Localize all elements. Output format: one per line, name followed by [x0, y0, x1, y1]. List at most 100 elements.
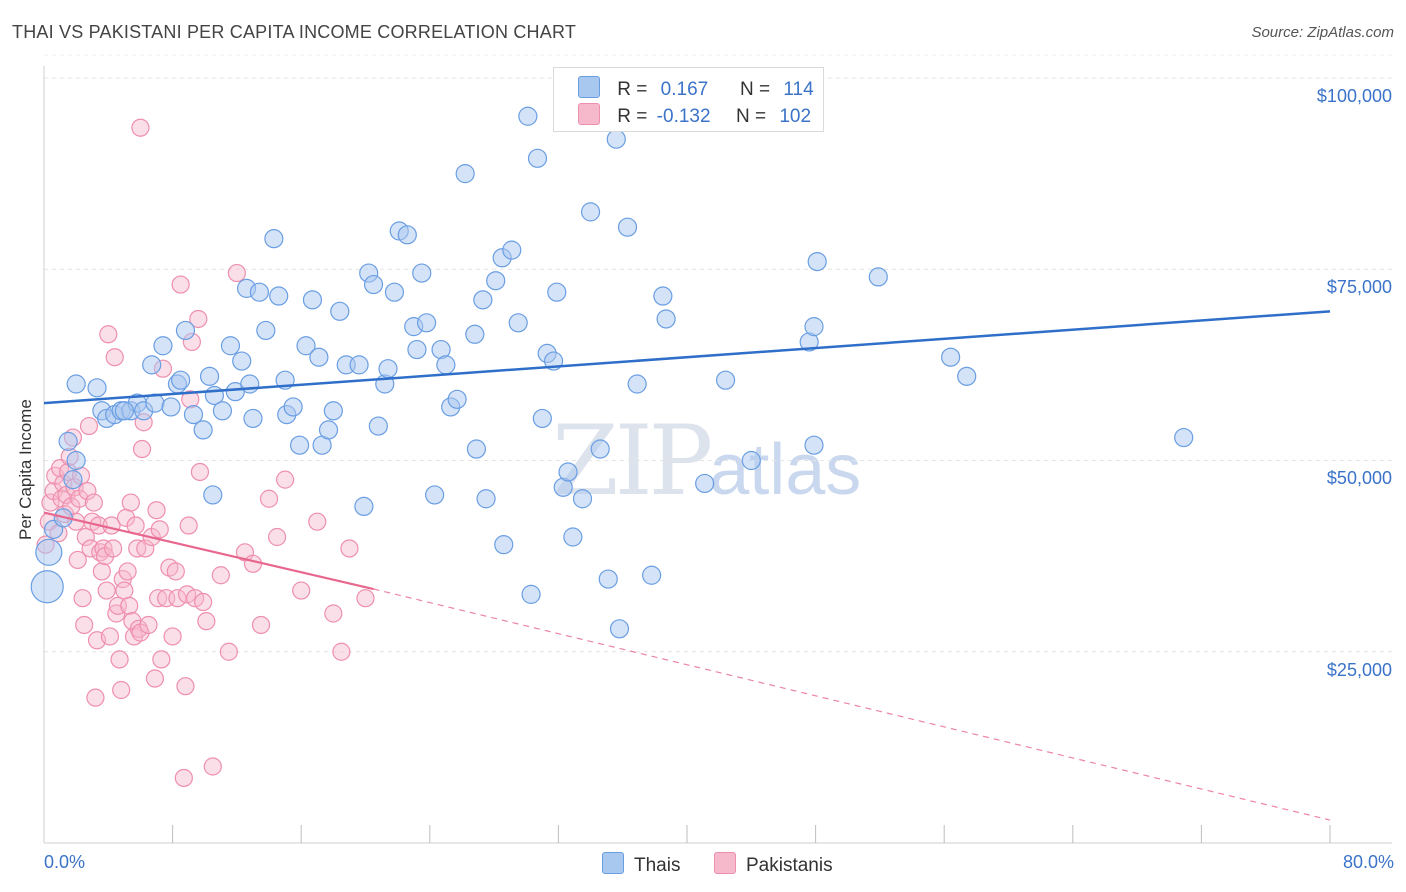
thai-point — [354, 496, 374, 516]
thai-point — [161, 397, 181, 417]
pakistani-point — [76, 527, 95, 547]
thai-point — [486, 271, 506, 291]
thai-point — [283, 397, 303, 417]
pakistani-point — [203, 757, 222, 776]
pakistani-point — [92, 562, 111, 581]
thai-point — [1174, 427, 1194, 448]
pakistani-point — [259, 489, 279, 508]
pakistani-point — [139, 615, 158, 635]
y-tick-label: $50,000 — [1326, 468, 1392, 488]
pakistani-point — [179, 516, 198, 535]
thai-point — [243, 408, 263, 429]
pakistani-point — [97, 581, 116, 600]
thai-point — [368, 416, 388, 436]
thai-point — [494, 535, 514, 555]
pakistani-point — [147, 501, 166, 520]
thai-point — [302, 290, 323, 310]
pakistani-point — [189, 309, 208, 329]
pakistani-point — [150, 520, 169, 539]
thai-swatch — [602, 852, 624, 874]
thai-point — [153, 336, 173, 356]
pakistani-point — [211, 566, 230, 585]
chart-source: Source: ZipAtlas.com — [1251, 24, 1394, 41]
legend-r-value: -0.132 — [656, 106, 711, 127]
thai-point — [269, 286, 289, 306]
thai-point — [598, 569, 618, 589]
pakistani-point — [174, 768, 193, 788]
pakistani-point — [152, 650, 171, 669]
y-tick-label: $100,000 — [1316, 86, 1392, 106]
pakistani-point — [84, 493, 103, 512]
thai-point — [416, 313, 437, 333]
thai-point — [289, 435, 310, 455]
pakistani-swatch — [578, 103, 600, 125]
thai-point — [473, 290, 493, 310]
thai-points — [30, 106, 1194, 639]
thai-point — [63, 470, 83, 490]
thai-point — [412, 263, 432, 283]
thai-point — [264, 229, 284, 249]
thai-point — [349, 355, 369, 375]
thai-point — [309, 347, 329, 367]
legend-n-value: 102 — [779, 106, 812, 127]
thai-point — [203, 485, 223, 505]
thai-point — [240, 374, 260, 394]
pakistani-point — [41, 493, 60, 512]
thai-point — [627, 374, 647, 394]
thai-point — [66, 450, 86, 471]
pakistani-point — [197, 612, 216, 631]
thai-point — [609, 619, 630, 639]
pakistani-trend-line — [43, 511, 374, 591]
thai-point — [868, 267, 888, 287]
thai-point — [256, 320, 276, 341]
thai-point — [572, 489, 593, 509]
y-axis-label: Per Capita Income — [16, 399, 35, 540]
thai-point — [183, 405, 204, 425]
legend-n-label: N = — [735, 106, 767, 127]
correlation-legend: R = 0.167 N = 114 R = -0.132 N = 102 — [553, 67, 824, 132]
bottom-legend-thai: Thais — [602, 852, 680, 877]
thai-point — [653, 286, 673, 306]
thai-point — [384, 282, 405, 302]
pakistani-point — [131, 118, 150, 137]
x-tick-min: 0.0% — [44, 852, 86, 872]
bottom-legend-thai-label: Thais — [634, 855, 681, 876]
y-tick-label: $75,000 — [1326, 277, 1392, 297]
legend-row-thai: R = 0.167 N = 114 — [578, 76, 814, 100]
thai-point — [363, 274, 384, 295]
thai-point — [804, 317, 824, 337]
thai-point — [465, 324, 485, 344]
pakistani-point — [110, 650, 129, 669]
thai-point — [741, 450, 761, 471]
pakistani-point — [166, 562, 185, 581]
pakistani-point — [121, 493, 140, 512]
thai-point — [558, 462, 578, 482]
pakistani-point — [120, 596, 139, 615]
pakistani-point — [227, 263, 246, 283]
thai-point — [508, 313, 528, 333]
thai-point — [580, 202, 601, 222]
legend-n-label: N = — [739, 79, 771, 100]
thai-point — [171, 370, 191, 390]
pakistani-point — [81, 539, 100, 558]
thai-point — [35, 538, 63, 566]
pakistani-point — [145, 669, 165, 688]
thai-point — [807, 252, 827, 272]
thai-point — [220, 336, 241, 356]
pakistani-point — [78, 482, 97, 501]
pakistani-point — [136, 539, 155, 558]
thai-point — [58, 431, 78, 451]
thai-point — [66, 374, 86, 394]
pakistani-point — [243, 554, 263, 573]
bottom-legend-pakistani: Pakistanis — [714, 852, 833, 877]
pakistani-point — [308, 512, 327, 531]
watermark-atlas: atlas — [709, 430, 862, 510]
pakistani-point — [104, 539, 123, 558]
thai-point — [447, 389, 467, 409]
y-tick-label: $25,000 — [1326, 660, 1392, 680]
pakistani-point — [324, 604, 343, 623]
thai-point — [527, 148, 548, 168]
pakistani-point — [118, 562, 137, 581]
thai-point — [476, 489, 496, 509]
